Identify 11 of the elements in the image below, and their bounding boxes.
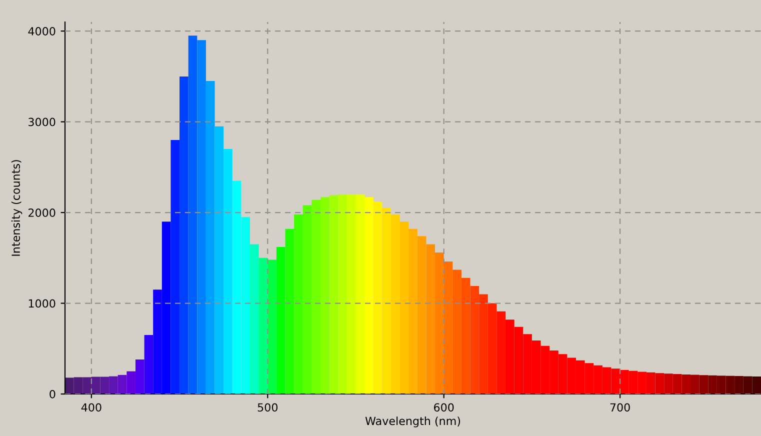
y-tick-label: 4000: [28, 27, 56, 36]
x-tick-label: 600: [434, 403, 454, 412]
x-tick-label: 500: [258, 403, 278, 412]
x-tick-label: 700: [610, 403, 630, 412]
y-tick-label: 2000: [28, 208, 56, 217]
y-axis-title: Intensity (counts): [11, 160, 22, 256]
y-tick-label: 3000: [28, 118, 56, 126]
y-tick-label: 0: [50, 390, 56, 398]
x-axis-title: Wavelength (nm): [365, 416, 460, 428]
y-tick-label: 1000: [28, 299, 56, 308]
x-tick-label: 400: [81, 403, 102, 412]
